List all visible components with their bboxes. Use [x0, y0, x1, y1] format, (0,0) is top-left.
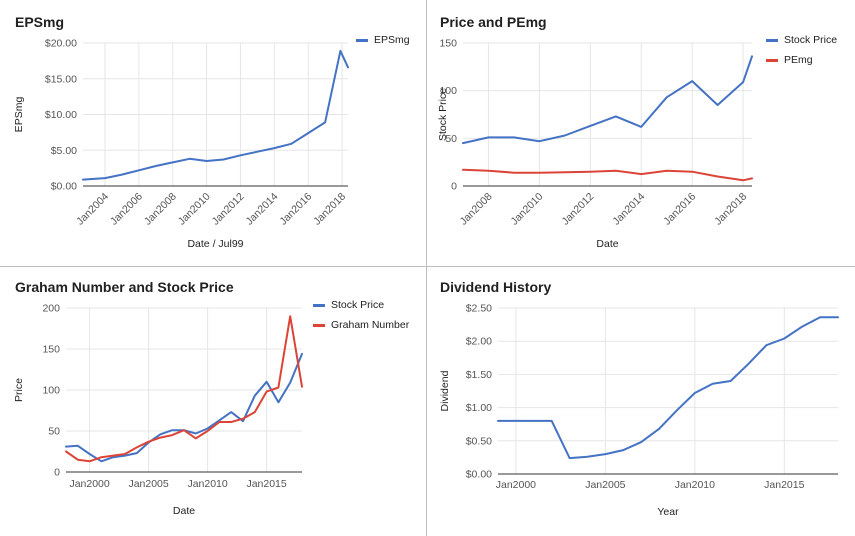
y-axis-title: EPSmg — [13, 97, 25, 133]
legend-swatch — [766, 39, 778, 42]
x-axis-title: Date — [173, 505, 195, 517]
y-tick-label: 200 — [42, 303, 60, 315]
series-line-0 — [497, 316, 839, 460]
x-tick-label: Jan2016 — [277, 191, 314, 228]
y-tick-label: $5.00 — [51, 145, 77, 157]
x-tick-label: Jan2008 — [142, 191, 179, 228]
series-line-1 — [462, 168, 753, 182]
x-tick-label: Jan2018 — [712, 191, 749, 228]
chart-graham-number: Graham Number and Stock Price 0 50 100 150 20… — [13, 279, 410, 517]
x-tick-label: Jan2015 — [246, 478, 286, 490]
y-tick-label: $1.50 — [466, 369, 492, 381]
y-axis-title: Dividend — [439, 370, 451, 411]
y-tick-label: 150 — [439, 38, 457, 50]
x-tick-label: Jan2004 — [74, 191, 111, 228]
y-tick-label: $0.50 — [466, 435, 492, 447]
x-tick-label: Jan2016 — [661, 191, 698, 228]
x-tick-label: Jan2010 — [187, 478, 227, 490]
legend-swatch — [313, 304, 325, 307]
legend-label: PEmg — [784, 54, 813, 66]
x-tick-label: Jan2005 — [585, 479, 625, 491]
x-tick-label: Jan2000 — [69, 478, 109, 490]
x-tick-label: Jan2008 — [458, 191, 495, 228]
series-line-0 — [82, 49, 349, 181]
legend-label: Graham Number — [331, 319, 410, 331]
legend-swatch — [766, 59, 778, 62]
chart-title: EPSmg — [15, 14, 64, 30]
y-tick-label: 0 — [54, 467, 60, 479]
x-tick-label: Jan2010 — [675, 479, 715, 491]
y-tick-label: 50 — [48, 426, 60, 438]
y-tick-label: 100 — [439, 85, 457, 97]
y-tick-label: $2.50 — [466, 303, 492, 315]
y-tick-label: $20.00 — [45, 38, 77, 50]
x-axis-title: Date — [596, 238, 618, 250]
x-tick-label: Jan2014 — [243, 191, 280, 228]
legend-label: Stock Price — [784, 34, 837, 46]
x-tick-label: Jan2006 — [108, 191, 145, 228]
y-tick-label: 0 — [451, 181, 457, 193]
panel-epsmg: EPSmg $0.00 $5.00 $10.00 $15.00 $20.00 Jan2004… — [0, 0, 426, 267]
y-tick-label: $15.00 — [45, 73, 77, 85]
y-tick-label: $2.00 — [466, 336, 492, 348]
y-axis-title: Price — [13, 378, 25, 402]
legend-label: EPSmg — [374, 34, 410, 46]
x-tick-label: Jan2014 — [610, 191, 647, 228]
chart-epsmg: EPSmg $0.00 $5.00 $10.00 $15.00 $20.00 Jan2004… — [13, 14, 410, 250]
chart-dividend-history: Dividend History $0.00 $0.50 $1.00 $1.50 $2.0… — [439, 279, 839, 518]
x-tick-label: Jan2018 — [311, 191, 348, 228]
legend-swatch — [356, 39, 368, 42]
chart-title: Price and PEmg — [440, 14, 547, 30]
x-tick-label: Jan2012 — [210, 191, 247, 228]
x-tick-label: Jan2012 — [559, 191, 596, 228]
x-tick-label: Jan2010 — [509, 191, 546, 228]
series-line-0 — [462, 55, 753, 145]
y-tick-label: 150 — [42, 344, 60, 356]
y-axis-title: Stock Price — [437, 88, 449, 141]
panel-price-pemg: Price and PEmg 0 50 100 150 Jan2008 Jan2010 Jan… — [427, 0, 853, 267]
x-tick-label: Jan2010 — [176, 191, 213, 228]
y-tick-label: 100 — [42, 385, 60, 397]
x-axis-title: Date / Jul99 — [187, 238, 243, 250]
y-tick-label: 50 — [445, 133, 457, 145]
y-tick-label: $1.00 — [466, 402, 492, 414]
panel-dividend: Dividend History $0.00 $0.50 $1.00 $1.50 $2.0… — [427, 267, 853, 534]
x-tick-label: Jan2000 — [496, 479, 536, 491]
panel-divider-vertical — [426, 0, 427, 536]
panel-divider-horizontal — [0, 266, 855, 267]
chart-price-pemg: Price and PEmg 0 50 100 150 Jan2008 Jan2010 Jan… — [437, 14, 837, 250]
chart-title: Graham Number and Stock Price — [15, 279, 234, 295]
y-tick-label: $10.00 — [45, 109, 77, 121]
series-line-1 — [65, 315, 303, 463]
y-tick-label: $0.00 — [466, 469, 492, 481]
x-axis-title: Year — [657, 506, 679, 518]
legend-label: Stock Price — [331, 299, 384, 311]
x-tick-label: Jan2015 — [764, 479, 804, 491]
y-tick-label: $0.00 — [51, 181, 77, 193]
x-tick-label: Jan2005 — [128, 478, 168, 490]
chart-title: Dividend History — [440, 279, 551, 295]
legend-swatch — [313, 324, 325, 327]
panel-graham: Graham Number and Stock Price 0 50 100 150 20… — [0, 267, 426, 534]
